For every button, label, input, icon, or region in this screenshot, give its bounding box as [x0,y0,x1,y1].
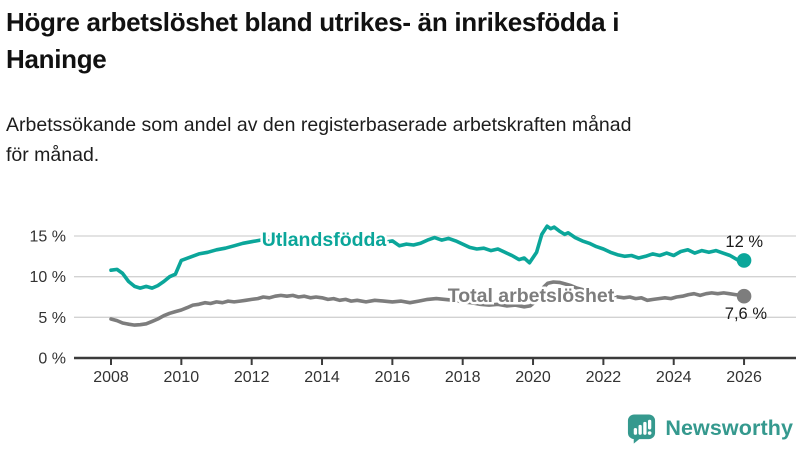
subtitle-line-2: för månad. [6,144,100,166]
x-tick-label: 2014 [304,369,340,386]
series-line [109,224,746,290]
y-tick-label: 10 % [30,269,66,286]
newsworthy-logo: Newsworthy [626,413,793,444]
x-tick-label: 2012 [234,369,270,386]
x-tick-label: 2026 [726,369,762,386]
x-tick-label: 2024 [656,369,692,386]
x-tick-label: 2018 [445,369,481,386]
series-end-dot [736,253,752,268]
chart-subtitle: Arbetssökande som andel av den registerb… [6,110,786,170]
logo-text: Newsworthy [665,416,793,440]
series-line [109,280,746,327]
series-end-dot [736,288,752,304]
x-tick-label: 2010 [164,369,200,386]
subtitle-line-1: Arbetssökande som andel av den registerb… [6,114,632,136]
series-end-value-label: 12 % [725,233,763,251]
x-tick-label: 2022 [586,369,622,386]
x-tick-label: 2020 [515,369,551,386]
series-label: Utlandsfödda [262,229,387,251]
x-tick-label: 2008 [93,369,129,386]
series-label: Total arbetslöshet [448,285,615,307]
newsworthy-bar-chart-icon [628,414,656,444]
x-tick-label: 2016 [375,369,411,386]
title-line-1: Högre arbetslöshet bland utrikes- än inr… [6,7,620,37]
page-title: Högre arbetslöshet bland utrikes- än inr… [6,4,796,78]
y-tick-label: 15 % [30,229,66,246]
series-end-value-label: 7,6 % [725,305,768,323]
y-tick-label: 0 % [38,351,66,368]
title-line-2: Haninge [6,44,107,74]
y-tick-label: 5 % [38,310,66,327]
